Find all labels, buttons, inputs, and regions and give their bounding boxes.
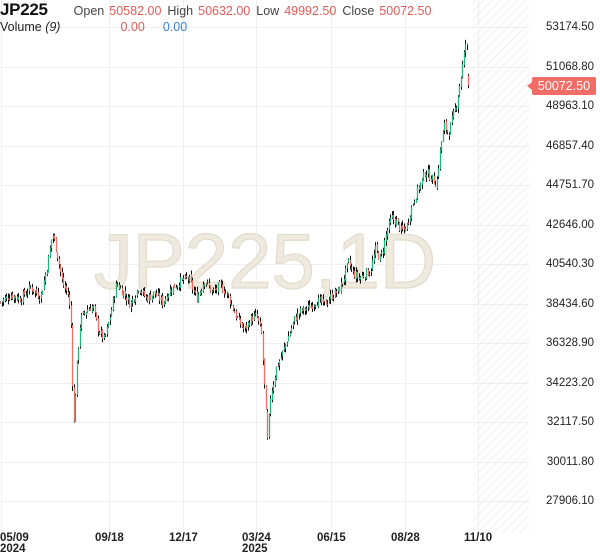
time-axis-label: 06/15 [317,532,346,544]
price-axis-label: 46857.40 [546,139,594,152]
high-label: High [167,4,194,18]
symbol-title[interactable]: JP225 [0,0,48,19]
price-axis-label: 40540.30 [546,257,594,270]
price-axis-label: 32117.50 [546,415,594,428]
volume-label-text: Volume [0,20,42,34]
price-axis-label: 42646.00 [546,218,594,231]
last-price-tag: 50072.50 [527,77,596,95]
time-axis-label: 08/28 [391,532,420,544]
price-axis-label: 36328.90 [546,336,594,349]
price-axis-label: 27906.10 [546,494,594,507]
volume-value-2: 0.00 [162,20,188,34]
volume-legend: Volume (9) 0.00 0.00 [0,20,187,36]
volume-value-1: 0.00 [120,20,145,34]
future-area-hatch [473,0,529,533]
time-axis-label: 03/24 2025 [242,532,271,555]
price-axis-label: 34223.20 [546,376,594,389]
time-axis-label: 09/18 [95,532,124,544]
low-label: Low [256,4,280,18]
close-value: 50072.50 [379,4,432,18]
price-axis-label: 51068.80 [546,60,594,73]
time-axis-label: 11/10 [464,532,493,544]
open-value: 50582.00 [109,4,162,18]
low-value: 49992.50 [284,4,337,18]
volume-label[interactable]: Volume (9) [0,20,60,34]
price-axis-label: 38434.60 [546,297,594,310]
volume-period: (9) [45,20,61,34]
high-value: 50632.00 [198,4,251,18]
price-axis-label: 30011.80 [546,455,594,468]
time-axis-label: 12/17 [169,532,198,544]
open-label: Open [73,4,105,18]
ohlc-legend: JP225 Open 50582.00 High 50632.00 Low 49… [0,0,437,19]
price-axis-label: 44751.70 [546,178,594,191]
price-axis-label: 48963.10 [546,99,594,112]
time-axis-label: 05/09 2024 [0,532,29,555]
candlestick-series[interactable] [0,39,470,440]
price-axis-label: 53174.50 [546,20,594,33]
grid-lines [0,0,529,533]
watermark: JP225,1D [94,217,437,305]
close-label: Close [342,4,375,18]
